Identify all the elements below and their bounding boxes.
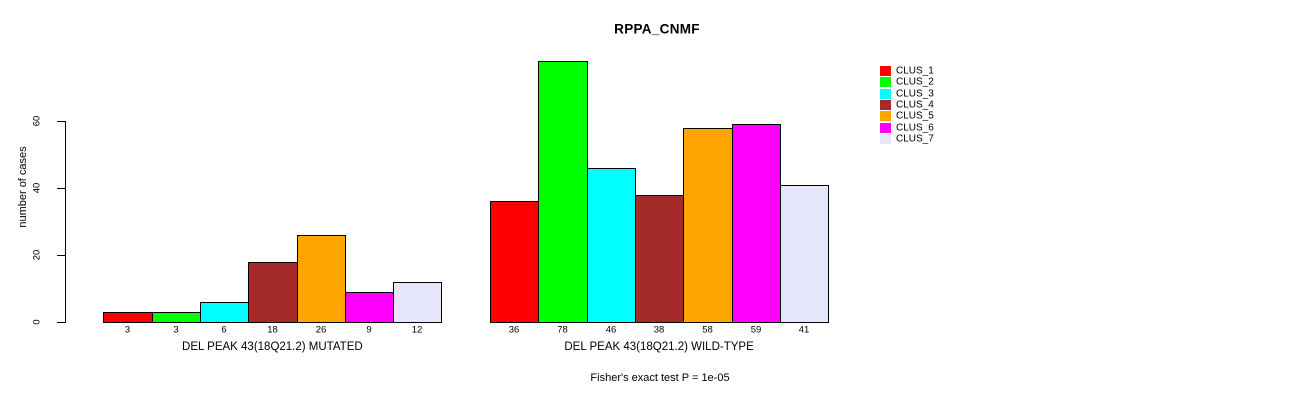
bar-value-label: 36 xyxy=(508,324,520,336)
legend-label-clus_3: CLUS_3 xyxy=(896,88,934,100)
bar-clus_7 xyxy=(780,185,829,323)
bar-clus_7 xyxy=(393,282,442,323)
bar-value-label: 38 xyxy=(653,324,665,336)
y-tick xyxy=(57,322,65,323)
y-tick xyxy=(57,188,65,189)
legend-swatch-clus_3 xyxy=(880,89,891,99)
bar-clus_4 xyxy=(248,262,298,323)
y-tick-label: 20 xyxy=(31,249,43,261)
y-tick xyxy=(57,121,65,122)
bar-clus_6 xyxy=(345,292,394,323)
bar-clus_6 xyxy=(732,124,781,323)
legend-label-clus_7: CLUS_7 xyxy=(896,133,934,145)
bar-clus_1 xyxy=(103,312,153,323)
y-axis-line xyxy=(65,121,66,323)
legend-swatch-clus_1 xyxy=(880,66,891,76)
legend-swatch-clus_7 xyxy=(880,134,891,144)
y-axis-label: number of cases xyxy=(17,146,29,228)
legend-label-clus_2: CLUS_2 xyxy=(896,76,934,88)
legend-swatch-clus_6 xyxy=(880,123,891,133)
bar-value-label: 26 xyxy=(315,324,327,336)
legend-swatch-clus_4 xyxy=(880,100,891,110)
group-label-mutated: DEL PEAK 43(18Q21.2) MUTATED xyxy=(182,341,363,353)
bar-clus_2 xyxy=(538,61,588,323)
bar-value-label: 18 xyxy=(267,324,278,336)
legend-label-clus_1: CLUS_1 xyxy=(896,65,934,77)
legend-swatch-clus_2 xyxy=(880,77,891,87)
bar-value-label: 46 xyxy=(605,324,617,336)
fisher-exact-test-annotation: Fisher's exact test P = 1e-05 xyxy=(590,372,730,384)
y-tick xyxy=(57,255,65,256)
bar-value-label: 12 xyxy=(411,324,423,336)
bar-clus_3 xyxy=(587,168,636,323)
legend-label-clus_5: CLUS_5 xyxy=(896,110,934,122)
bar-clus_1 xyxy=(490,201,539,323)
y-tick-label: 0 xyxy=(31,319,43,325)
legend-label-clus_4: CLUS_4 xyxy=(896,99,934,111)
legend-swatch-clus_5 xyxy=(880,111,891,121)
bar-value-label: 6 xyxy=(221,324,227,336)
bar-value-label: 3 xyxy=(173,324,179,336)
bar-value-label: 59 xyxy=(750,324,762,336)
bar-value-label: 41 xyxy=(798,324,810,336)
legend-label-clus_6: CLUS_6 xyxy=(896,122,934,134)
y-tick-label: 40 xyxy=(31,182,43,194)
bar-value-label: 9 xyxy=(366,324,372,336)
bar-clus_5 xyxy=(297,235,346,323)
bar-value-label: 58 xyxy=(702,324,713,336)
bar-value-label: 3 xyxy=(124,324,131,336)
group-label-wildtype: DEL PEAK 43(18Q21.2) WILD-TYPE xyxy=(564,341,754,353)
bar-clus_5 xyxy=(683,128,733,323)
bar-clus_3 xyxy=(200,302,249,323)
bar-clus_4 xyxy=(635,195,684,323)
y-tick-label: 60 xyxy=(31,115,43,127)
bar-clus_2 xyxy=(152,312,201,323)
chart-title: RPPA_CNMF xyxy=(614,21,700,37)
bar-value-label: 78 xyxy=(557,324,568,336)
